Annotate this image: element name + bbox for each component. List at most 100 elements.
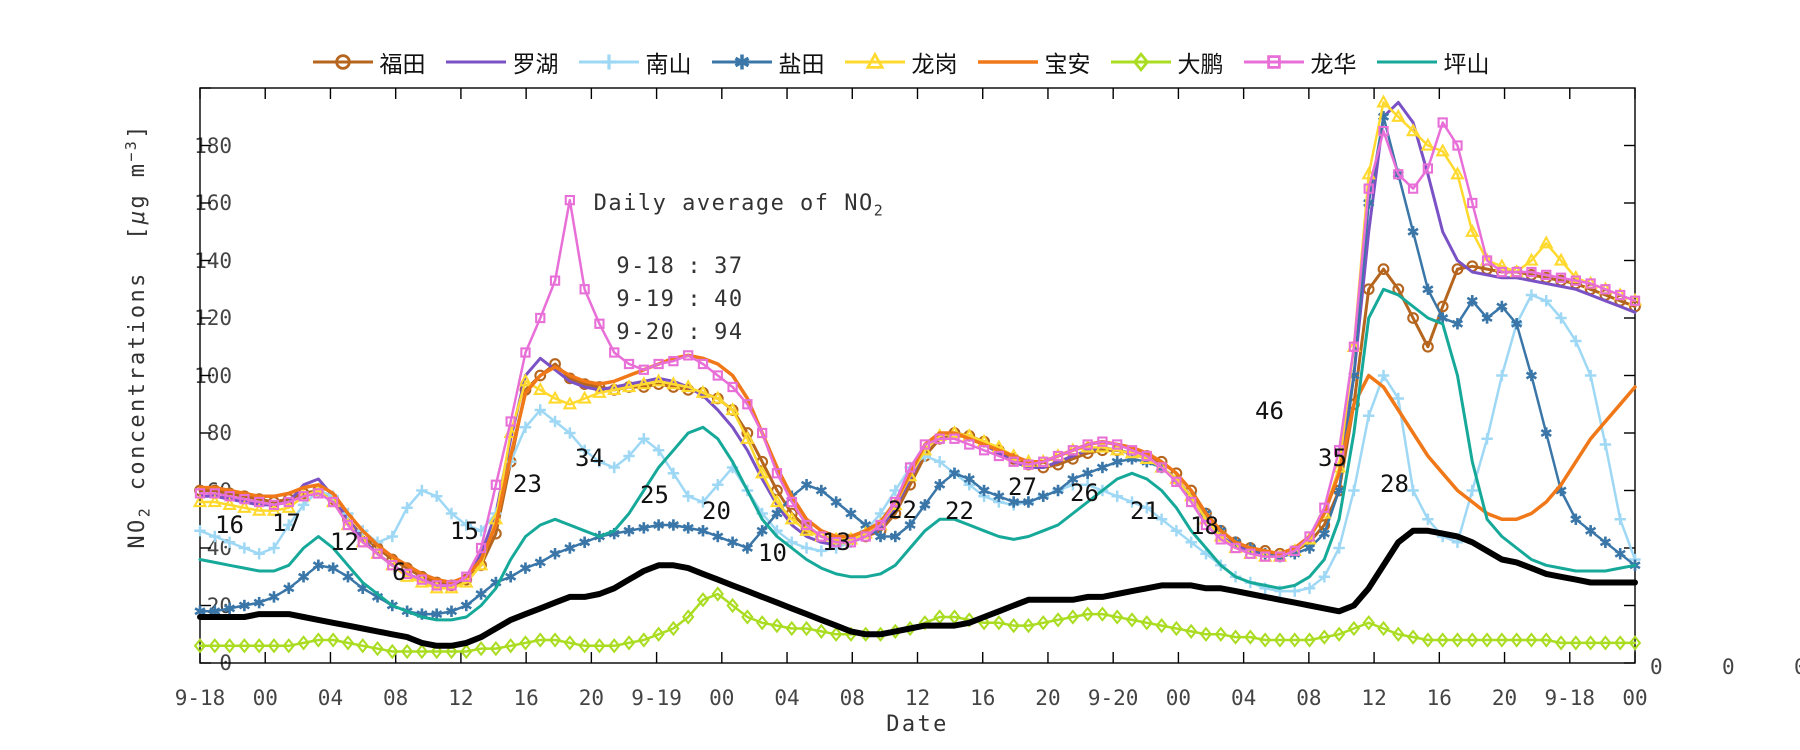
- series-marker: [460, 643, 473, 660]
- series-marker: [710, 390, 725, 404]
- legend-item-8[interactable]: 龙华: [1242, 44, 1357, 80]
- legend-item-6[interactable]: 宝安: [976, 44, 1091, 80]
- series-marker: [386, 643, 399, 660]
- series-marker: [562, 396, 578, 410]
- x-axis-label: Date: [886, 712, 949, 737]
- annotation-rows: 9-18:37 9-19:40 9-20:94: [470, 254, 890, 345]
- annotation-value: 37: [714, 254, 744, 280]
- series-marker: [681, 379, 696, 393]
- series-marker: [1377, 620, 1390, 637]
- series-marker: [282, 638, 295, 654]
- series-marker: [741, 609, 754, 625]
- series-marker: [1363, 410, 1375, 422]
- series-marker: [742, 399, 753, 410]
- legend-label: 福田: [379, 52, 426, 78]
- legend-item-2[interactable]: 罗湖: [444, 44, 559, 80]
- legend-item-1[interactable]: 福田: [311, 44, 426, 80]
- legend-item-4[interactable]: 盐田: [710, 44, 825, 80]
- mean-line: [197, 527, 1638, 649]
- series-marker: [757, 427, 768, 439]
- series-marker: [1421, 632, 1435, 648]
- series-marker: [1465, 223, 1480, 237]
- legend-item-7[interactable]: 大鹏: [1109, 44, 1224, 80]
- x-tick-label: 12: [1361, 686, 1387, 710]
- series-marker: [1347, 620, 1361, 637]
- series-line: [198, 121, 1637, 587]
- series-marker: [579, 536, 591, 548]
- series-marker: [1614, 513, 1626, 525]
- series-marker: [1274, 551, 1286, 562]
- series-marker: [254, 496, 265, 508]
- x-tick-label: 9-18: [174, 686, 226, 710]
- series-marker: [1599, 438, 1612, 451]
- legend-label: 南山: [645, 52, 692, 78]
- series-marker: [1319, 502, 1330, 513]
- series-marker: [1510, 632, 1523, 648]
- series-marker: [800, 542, 813, 554]
- series-marker: [800, 479, 813, 491]
- series-marker: [238, 638, 251, 654]
- series-marker: [1038, 456, 1049, 467]
- series-marker: [1481, 255, 1493, 266]
- series-marker: [268, 542, 280, 554]
- series-marker: [1052, 450, 1064, 462]
- series-marker: [194, 525, 206, 537]
- series-marker: [860, 531, 871, 542]
- series-marker: [786, 536, 798, 548]
- series-marker: [268, 591, 280, 603]
- series-marker: [1303, 632, 1316, 648]
- series-marker: [1200, 519, 1212, 531]
- series-marker: [1435, 143, 1450, 157]
- series-marker: [223, 536, 236, 548]
- series-marker: [1451, 632, 1464, 648]
- mean-value-label: 15: [450, 517, 479, 545]
- series-marker: [1422, 513, 1434, 525]
- series-6: [198, 353, 1637, 585]
- series-marker: [682, 490, 694, 502]
- legend-item-3[interactable]: 南山: [577, 44, 692, 80]
- series-marker: [712, 370, 723, 381]
- series-marker: [726, 597, 739, 614]
- series-line: [198, 287, 1637, 622]
- x-tick-label: 00: [252, 686, 278, 710]
- series-marker: [801, 519, 812, 531]
- series-marker: [564, 194, 575, 206]
- series-marker: [431, 608, 443, 620]
- series-marker: [638, 433, 650, 445]
- series-marker: [1407, 484, 1419, 497]
- x-tick-label: 16: [1426, 686, 1452, 710]
- series-marker: [1393, 169, 1404, 180]
- series-marker: [194, 488, 206, 499]
- series-marker: [830, 496, 842, 508]
- series-marker: [904, 462, 916, 473]
- series-marker: [1111, 456, 1123, 468]
- series-marker: [445, 643, 458, 660]
- series-marker: [534, 556, 546, 569]
- series-marker: [1067, 445, 1078, 456]
- series-marker: [695, 384, 711, 398]
- series-marker: [1304, 531, 1315, 542]
- series-marker: [1155, 617, 1168, 634]
- legend-item-9[interactable]: 坪山: [1375, 44, 1490, 80]
- series-marker: [1466, 295, 1478, 307]
- annotation-date: 9-19: [616, 287, 676, 313]
- series-marker: [267, 638, 281, 654]
- series-marker: [638, 522, 650, 534]
- series-marker: [1303, 582, 1316, 594]
- series-marker: [1051, 612, 1065, 628]
- series-marker: [341, 635, 355, 651]
- legend-item-5[interactable]: 龙岗: [843, 44, 958, 80]
- series-marker: [461, 571, 472, 582]
- series-marker: [949, 433, 960, 444]
- legend-label: 宝安: [1044, 52, 1091, 78]
- series-marker: [534, 404, 546, 416]
- series-marker: [1125, 612, 1139, 628]
- series-marker: [1215, 534, 1226, 545]
- series-marker: [253, 548, 265, 560]
- overflow-zero-label: 0: [1722, 655, 1735, 679]
- series-marker: [1451, 263, 1464, 276]
- series-marker: [1496, 300, 1508, 313]
- series-marker: [771, 507, 783, 520]
